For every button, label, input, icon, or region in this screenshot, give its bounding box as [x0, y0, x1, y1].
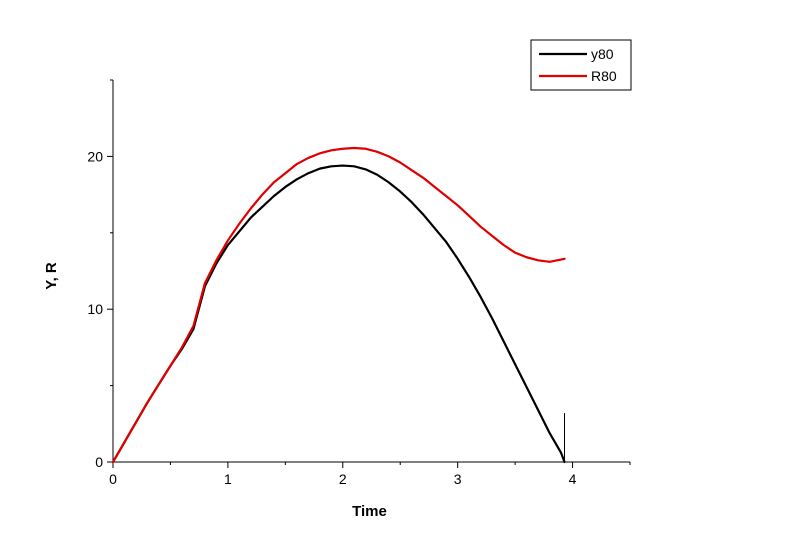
series-line-R80: [111, 146, 566, 464]
x-tick-label: 0: [109, 471, 117, 487]
y-tick-label: 0: [95, 454, 103, 470]
legend-label-y80: y80: [591, 46, 614, 62]
legend-label-R80: R80: [591, 68, 617, 84]
x-axis-title: Time: [352, 503, 387, 520]
series-group: [111, 146, 566, 464]
legend-box: [530, 39, 632, 91]
x-ticks: 0 1 2 3 4: [109, 462, 631, 487]
axes: [112, 80, 630, 463]
x-tick-label: 4: [569, 471, 577, 487]
x-tick-label: 2: [339, 471, 347, 487]
y-axis-title: Y, R: [43, 262, 60, 290]
series-line-y80: [111, 164, 566, 464]
y-tick-label: 10: [87, 301, 103, 317]
x-tick-label: 3: [454, 471, 462, 487]
x-tick-label: 1: [224, 471, 232, 487]
y-ticks: 0 10 20: [87, 79, 113, 470]
y-tick-label: 20: [87, 148, 103, 164]
